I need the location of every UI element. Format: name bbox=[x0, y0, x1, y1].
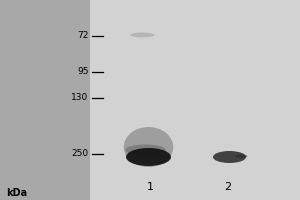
Text: 1: 1 bbox=[146, 182, 154, 192]
Ellipse shape bbox=[130, 33, 154, 37]
Ellipse shape bbox=[124, 127, 173, 167]
Text: 130: 130 bbox=[71, 94, 88, 102]
Ellipse shape bbox=[125, 144, 166, 156]
Text: kDa: kDa bbox=[6, 188, 27, 198]
FancyBboxPatch shape bbox=[90, 0, 300, 200]
Text: 2: 2 bbox=[224, 182, 232, 192]
Ellipse shape bbox=[213, 151, 246, 163]
Text: 72: 72 bbox=[77, 31, 88, 40]
Ellipse shape bbox=[126, 148, 171, 166]
Text: 95: 95 bbox=[77, 68, 88, 76]
Text: 250: 250 bbox=[71, 150, 88, 158]
Ellipse shape bbox=[236, 154, 247, 158]
